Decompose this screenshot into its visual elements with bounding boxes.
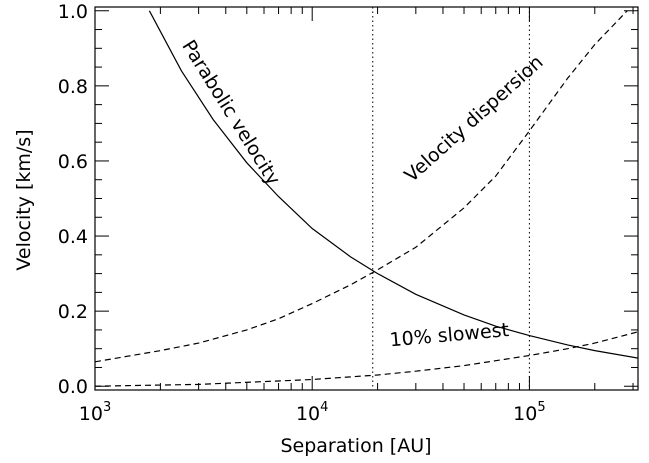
x-tick-base: 10 [513,403,537,425]
series-line-1 [148,10,638,359]
annotation-label: 10% slowest [389,319,510,351]
x-tick-exponent: 4 [320,400,328,415]
annotation-label: Velocity dispersion [400,51,547,187]
y-tick-label: 0.0 [58,376,88,398]
x-tick-label: 103 [79,400,111,425]
series-line-3 [95,331,638,387]
series-line-2 [95,10,628,363]
plot-area [94,6,639,391]
y-axis-ticks: 0.0 0.2 0.4 0.6 0.8 1.0 [58,1,638,398]
y-tick-label: 1.0 [58,1,88,23]
annotations: Parabolic velocity Velocity dispersion 10%… [177,36,547,351]
y-tick-label: 0.8 [58,76,88,98]
y-tick-label: 0.6 [58,151,88,173]
x-axis-ticks: 103 104 105 [79,7,634,425]
y-tick-label: 0.2 [58,301,88,323]
x-tick-label: 105 [513,400,545,425]
y-tick-label: 0.4 [58,226,88,248]
annotation-label: Parabolic velocity [177,36,284,189]
x-axis-label: Separation [AU] [280,435,431,457]
x-tick-exponent: 3 [103,400,111,415]
x-tick-label: 104 [296,400,328,425]
plot-frame [94,6,639,391]
y-axis-label: Velocity [km/s] [13,129,35,270]
x-tick-exponent: 5 [537,400,545,415]
x-tick-base: 10 [79,403,103,425]
x-tick-base: 10 [296,403,320,425]
